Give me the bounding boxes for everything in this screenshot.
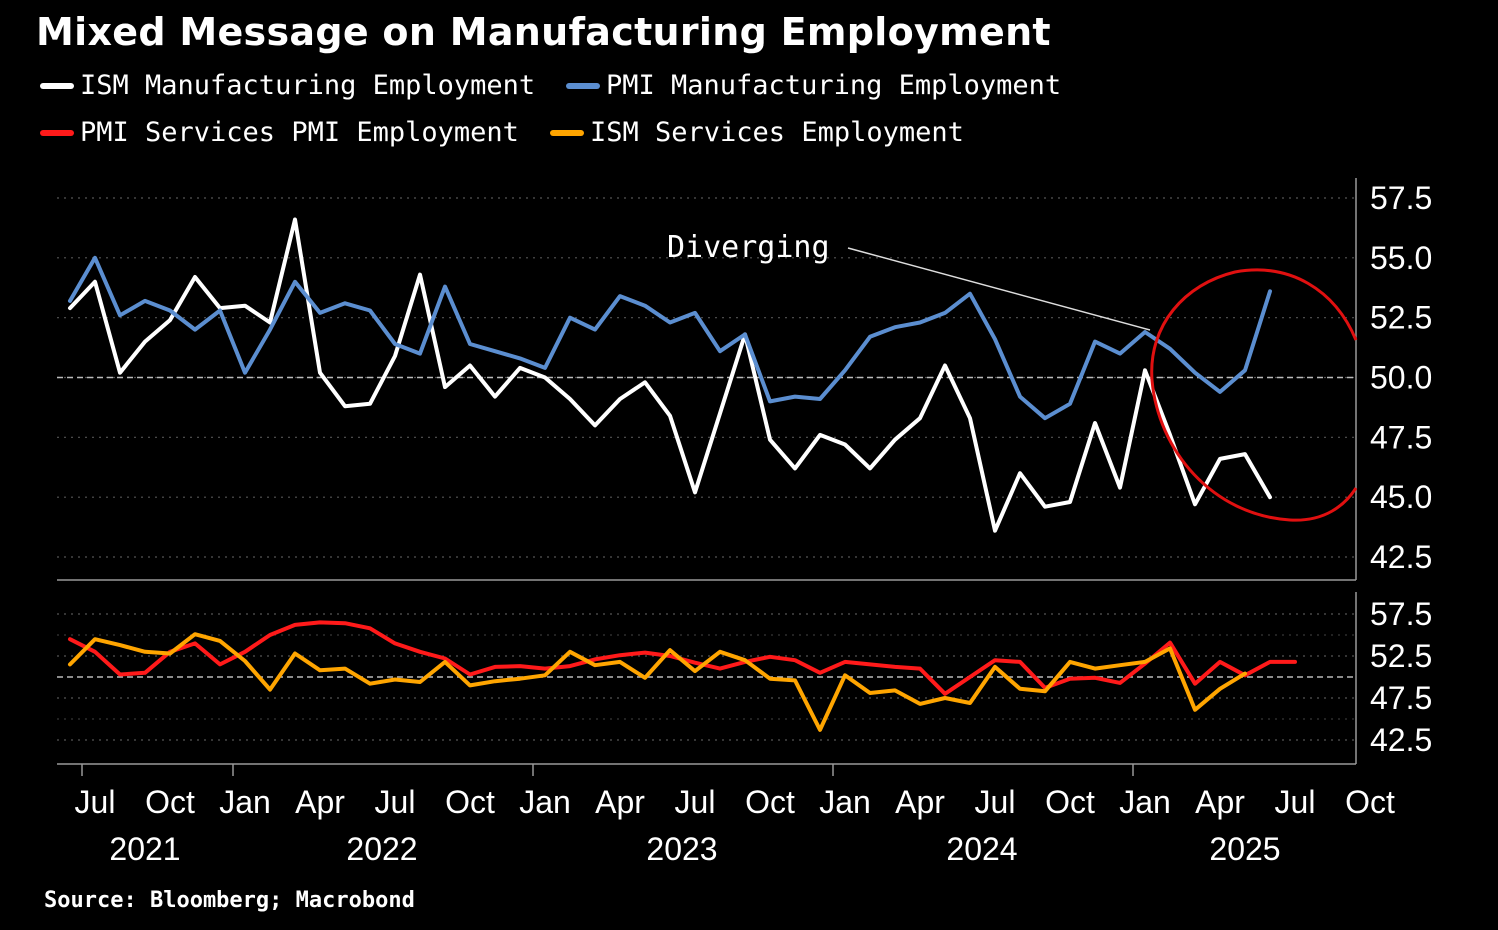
x-tick-label-month: Jan	[219, 784, 271, 820]
x-tick-label-month: Jul	[1275, 784, 1316, 820]
y-tick-label: 52.5	[1370, 638, 1432, 674]
y-tick-label: 57.5	[1370, 180, 1432, 216]
y-tick-label: 47.5	[1370, 680, 1432, 716]
x-tick-label-month: Jan	[1119, 784, 1171, 820]
x-tick-label-month: Apr	[895, 784, 945, 820]
y-tick-label: 45.0	[1370, 479, 1432, 515]
series-line-ism-services-employment	[68, 632, 1247, 732]
y-tick-label: 50.0	[1370, 360, 1432, 396]
y-tick-label: 52.5	[1370, 300, 1432, 336]
x-tick-label-month: Jul	[375, 784, 416, 820]
x-tick-label-month: Oct	[145, 784, 195, 820]
series-line-pmi-manufacturing-employment	[68, 255, 1272, 421]
legend-swatch-ism-manufacturing	[40, 82, 74, 89]
top-panel: 57.5 55.0 52.5 50.0 47.5 45.0 42.5	[57, 178, 1432, 581]
y-tick-label: 47.5	[1370, 419, 1432, 455]
legend-swatch-pmi-services	[40, 129, 74, 136]
legend-label-pmi-services: PMI Services PMI Employment	[80, 117, 519, 148]
highlight-circle	[1150, 268, 1358, 522]
bottom-panel: 57.5 52.5 47.5 42.5	[57, 592, 1432, 765]
x-axis: Jul Oct Jan Apr Jul Oct Jan Apr Jul Oct Jan Apr Jul O…	[75, 764, 1395, 867]
x-tick-label-month: Jul	[675, 784, 716, 820]
series-line-ism-manufacturing-employment	[68, 217, 1272, 533]
annotation-leader-line	[847, 247, 1151, 331]
legend-item-pmi-services: PMI Services PMI Employment	[40, 117, 519, 148]
x-tick-label-year: 2021	[109, 831, 180, 867]
x-tick-label-month: Apr	[595, 784, 645, 820]
y-tick-label: 55.0	[1370, 240, 1432, 276]
x-tick-label-month: Jan	[519, 784, 571, 820]
x-tick-label-year: 2025	[1209, 831, 1280, 867]
x-tick-label-month: Oct	[1045, 784, 1095, 820]
x-tick-label-year: 2023	[646, 831, 717, 867]
legend-item-ism-services: ISM Services Employment	[550, 117, 964, 148]
x-tick-label-month: Apr	[1195, 784, 1245, 820]
x-tick-label-month: Oct	[745, 784, 795, 820]
legend-swatch-ism-services	[550, 129, 584, 136]
legend-label-pmi-manufacturing: PMI Manufacturing Employment	[606, 70, 1062, 101]
x-tick-label-year: 2022	[346, 831, 417, 867]
legend-label-ism-manufacturing: ISM Manufacturing Employment	[80, 70, 536, 101]
x-tick-label-month: Jul	[975, 784, 1016, 820]
legend-label-ism-services: ISM Services Employment	[590, 117, 964, 148]
y-tick-label: 42.5	[1370, 539, 1432, 575]
x-tick-label-month: Oct	[445, 784, 495, 820]
x-tick-label-year: 2024	[946, 831, 1017, 867]
x-tick-label-month: Jul	[75, 784, 116, 820]
x-tick-label-month: Apr	[295, 784, 345, 820]
y-tick-label: 57.5	[1370, 596, 1432, 632]
legend-item-pmi-manufacturing: PMI Manufacturing Employment	[566, 70, 1061, 101]
y-tick-label: 42.5	[1370, 722, 1432, 758]
chart-title: Mixed Message on Manufacturing Employmen…	[36, 10, 1051, 54]
source-note: Source: Bloomberg; Macrobond	[44, 888, 415, 913]
x-tick-label-month: Oct	[1345, 784, 1395, 820]
annotations: Diverging	[667, 230, 1358, 522]
annotation-diverging: Diverging	[667, 230, 830, 265]
legend-item-ism-manufacturing: ISM Manufacturing Employment	[40, 70, 535, 101]
legend-swatch-pmi-manufacturing	[566, 82, 600, 89]
x-tick-label-month: Jan	[819, 784, 871, 820]
